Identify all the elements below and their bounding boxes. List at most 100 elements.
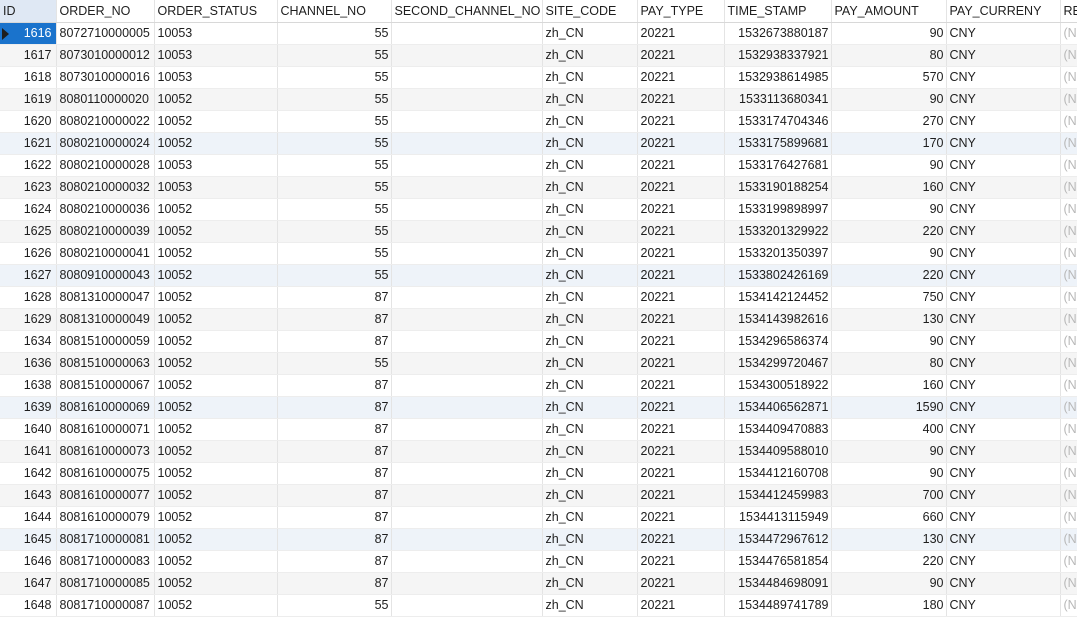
cell-order-status[interactable]: 10052 bbox=[154, 594, 278, 617]
cell-time-stamp[interactable]: 1534409588010 bbox=[724, 440, 832, 463]
cell-pay-amount[interactable]: 570 bbox=[831, 66, 947, 89]
table-row[interactable]: 1640 8081610000071 10052 87 zh_CN 20221 153440… bbox=[0, 418, 1077, 441]
table-row[interactable]: 1639 8081610000069 10052 87 zh_CN 20221 153440… bbox=[0, 396, 1077, 419]
cell-id[interactable]: 1646 bbox=[0, 550, 57, 573]
column-header-pay-type[interactable]: PAY_TYPE bbox=[637, 0, 725, 23]
cell-second-channel-no[interactable] bbox=[391, 330, 543, 353]
cell-re-null[interactable]: (Nu bbox=[1060, 22, 1077, 45]
cell-pay-type[interactable]: 20221 bbox=[637, 462, 725, 485]
cell-pay-curreny[interactable]: CNY bbox=[946, 352, 1061, 375]
cell-pay-amount[interactable]: 1590 bbox=[831, 396, 947, 419]
cell-id[interactable]: 1628 bbox=[0, 286, 57, 309]
cell-pay-amount[interactable]: 270 bbox=[831, 110, 947, 133]
cell-order-status[interactable]: 10052 bbox=[154, 88, 278, 111]
cell-time-stamp[interactable]: 1534409470883 bbox=[724, 418, 832, 441]
cell-order-no[interactable]: 8072710000005 bbox=[56, 22, 155, 45]
cell-time-stamp[interactable]: 1534300518922 bbox=[724, 374, 832, 397]
cell-second-channel-no[interactable] bbox=[391, 242, 543, 265]
cell-time-stamp[interactable]: 1534489741789 bbox=[724, 594, 832, 617]
cell-time-stamp[interactable]: 1534476581854 bbox=[724, 550, 832, 573]
cell-pay-amount[interactable]: 80 bbox=[831, 352, 947, 375]
cell-pay-type[interactable]: 20221 bbox=[637, 198, 725, 221]
cell-site-code[interactable]: zh_CN bbox=[542, 396, 638, 419]
cell-pay-amount[interactable]: 220 bbox=[831, 264, 947, 287]
cell-order-no[interactable]: 8081610000071 bbox=[56, 418, 155, 441]
cell-re-null[interactable]: (Nu bbox=[1060, 506, 1077, 529]
cell-channel-no[interactable]: 55 bbox=[277, 66, 392, 89]
cell-time-stamp[interactable]: 1534143982616 bbox=[724, 308, 832, 331]
column-header-order-no[interactable]: ORDER_NO bbox=[56, 0, 155, 23]
cell-re-null[interactable]: (Nu bbox=[1060, 440, 1077, 463]
column-header-channel-no[interactable]: CHANNEL_NO bbox=[277, 0, 392, 23]
cell-second-channel-no[interactable] bbox=[391, 220, 543, 243]
cell-pay-type[interactable]: 20221 bbox=[637, 88, 725, 111]
table-row[interactable]: 1628 8081310000047 10052 87 zh_CN 20221 153414… bbox=[0, 286, 1077, 309]
cell-second-channel-no[interactable] bbox=[391, 66, 543, 89]
cell-pay-type[interactable]: 20221 bbox=[637, 550, 725, 573]
cell-pay-type[interactable]: 20221 bbox=[637, 22, 725, 45]
cell-pay-type[interactable]: 20221 bbox=[637, 110, 725, 133]
cell-pay-curreny[interactable]: CNY bbox=[946, 418, 1061, 441]
cell-channel-no[interactable]: 55 bbox=[277, 132, 392, 155]
cell-order-no[interactable]: 8081610000079 bbox=[56, 506, 155, 529]
cell-pay-curreny[interactable]: CNY bbox=[946, 308, 1061, 331]
cell-channel-no[interactable]: 87 bbox=[277, 440, 392, 463]
cell-channel-no[interactable]: 55 bbox=[277, 88, 392, 111]
cell-id[interactable]: 1621 bbox=[0, 132, 57, 155]
cell-second-channel-no[interactable] bbox=[391, 88, 543, 111]
cell-second-channel-no[interactable] bbox=[391, 352, 543, 375]
cell-re-null[interactable]: (Nu bbox=[1060, 132, 1077, 155]
column-header-order-status[interactable]: ORDER_STATUS bbox=[154, 0, 278, 23]
cell-order-no[interactable]: 8080210000041 bbox=[56, 242, 155, 265]
cell-time-stamp[interactable]: 1534299720467 bbox=[724, 352, 832, 375]
cell-site-code[interactable]: zh_CN bbox=[542, 66, 638, 89]
cell-second-channel-no[interactable] bbox=[391, 176, 543, 199]
cell-second-channel-no[interactable] bbox=[391, 550, 543, 573]
cell-id[interactable]: 1639 bbox=[0, 396, 57, 419]
table-row[interactable]: 1624 8080210000036 10052 55 zh_CN 20221 153319… bbox=[0, 198, 1077, 221]
cell-pay-type[interactable]: 20221 bbox=[637, 440, 725, 463]
cell-pay-curreny[interactable]: CNY bbox=[946, 484, 1061, 507]
cell-pay-amount[interactable]: 90 bbox=[831, 462, 947, 485]
cell-re-null[interactable]: (Nu bbox=[1060, 66, 1077, 89]
cell-site-code[interactable]: zh_CN bbox=[542, 462, 638, 485]
cell-pay-curreny[interactable]: CNY bbox=[946, 374, 1061, 397]
cell-channel-no[interactable]: 87 bbox=[277, 506, 392, 529]
cell-order-no[interactable]: 8081310000049 bbox=[56, 308, 155, 331]
cell-id[interactable]: 1642 bbox=[0, 462, 57, 485]
cell-re-null[interactable]: (Nu bbox=[1060, 44, 1077, 67]
cell-order-no[interactable]: 8080210000039 bbox=[56, 220, 155, 243]
table-row[interactable]: 1634 8081510000059 10052 87 zh_CN 20221 153429… bbox=[0, 330, 1077, 353]
cell-pay-curreny[interactable]: CNY bbox=[946, 264, 1061, 287]
cell-order-status[interactable]: 10052 bbox=[154, 418, 278, 441]
cell-second-channel-no[interactable] bbox=[391, 418, 543, 441]
cell-order-no[interactable]: 8081710000081 bbox=[56, 528, 155, 551]
cell-order-status[interactable]: 10052 bbox=[154, 308, 278, 331]
cell-time-stamp[interactable]: 1533190188254 bbox=[724, 176, 832, 199]
cell-second-channel-no[interactable] bbox=[391, 572, 543, 595]
cell-re-null[interactable]: (Nu bbox=[1060, 220, 1077, 243]
cell-site-code[interactable]: zh_CN bbox=[542, 264, 638, 287]
table-row[interactable]: 1642 8081610000075 10052 87 zh_CN 20221 153441… bbox=[0, 462, 1077, 485]
cell-order-status[interactable]: 10052 bbox=[154, 484, 278, 507]
cell-re-null[interactable]: (Nu bbox=[1060, 264, 1077, 287]
cell-re-null[interactable]: (Nu bbox=[1060, 198, 1077, 221]
cell-site-code[interactable]: zh_CN bbox=[542, 572, 638, 595]
cell-pay-type[interactable]: 20221 bbox=[637, 176, 725, 199]
cell-second-channel-no[interactable] bbox=[391, 594, 543, 617]
cell-order-status[interactable]: 10052 bbox=[154, 242, 278, 265]
cell-re-null[interactable]: (Nu bbox=[1060, 176, 1077, 199]
table-row[interactable]: 1627 8080910000043 10052 55 zh_CN 20221 153380… bbox=[0, 264, 1077, 287]
cell-pay-curreny[interactable]: CNY bbox=[946, 396, 1061, 419]
cell-id[interactable]: 1620 bbox=[0, 110, 57, 133]
cell-pay-type[interactable]: 20221 bbox=[637, 220, 725, 243]
cell-second-channel-no[interactable] bbox=[391, 44, 543, 67]
cell-pay-curreny[interactable]: CNY bbox=[946, 66, 1061, 89]
cell-second-channel-no[interactable] bbox=[391, 154, 543, 177]
cell-pay-amount[interactable]: 90 bbox=[831, 242, 947, 265]
cell-re-null[interactable]: (Nu bbox=[1060, 110, 1077, 133]
cell-site-code[interactable]: zh_CN bbox=[542, 330, 638, 353]
cell-order-status[interactable]: 10053 bbox=[154, 22, 278, 45]
cell-pay-type[interactable]: 20221 bbox=[637, 594, 725, 617]
